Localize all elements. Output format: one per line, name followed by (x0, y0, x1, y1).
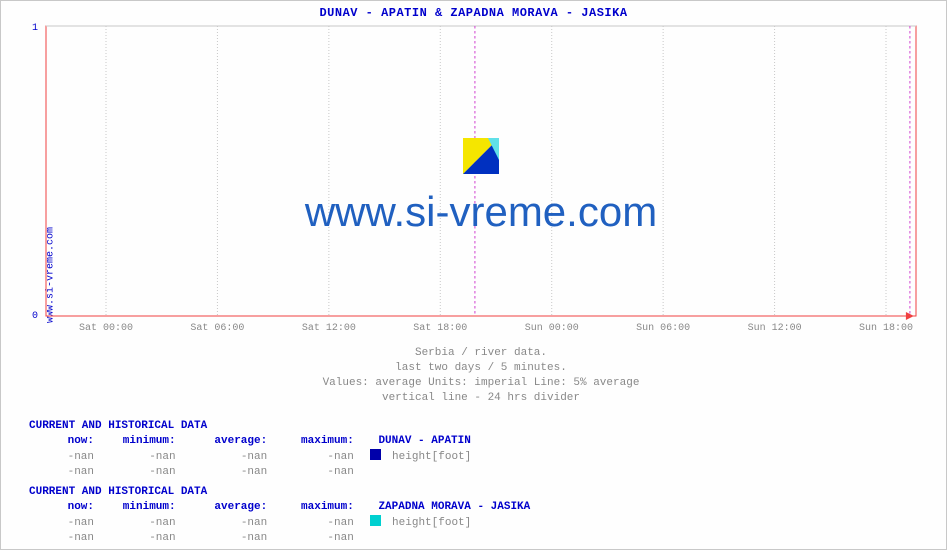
series-swatch-2 (370, 515, 381, 526)
svg-text:Sun 18:00: Sun 18:00 (859, 323, 913, 334)
data-block-2: CURRENT AND HISTORICAL DATA now: minimum… (29, 485, 530, 545)
cell: -nan (101, 516, 176, 531)
metric-label-2: height[foot] (392, 516, 471, 531)
cell: -nan (29, 465, 94, 480)
data-block-1-row-1: -nan -nan -nan -nan (29, 465, 471, 480)
svg-text:0: 0 (32, 311, 38, 322)
caption-line-2: last two days / 5 minutes. (46, 361, 916, 376)
col-avg: average: (182, 500, 267, 515)
data-block-2-title: CURRENT AND HISTORICAL DATA (29, 485, 530, 500)
cell: -nan (182, 516, 267, 531)
data-block-1-header-row: now: minimum: average: maximum: DUNAV - … (29, 434, 471, 449)
col-min: minimum: (101, 500, 176, 515)
svg-text:Sat 06:00: Sat 06:00 (190, 323, 244, 334)
col-now: now: (29, 500, 94, 515)
col-max: maximum: (274, 500, 354, 515)
cell: -nan (274, 465, 354, 480)
data-block-1: CURRENT AND HISTORICAL DATA now: minimum… (29, 419, 471, 479)
col-min: minimum: (101, 434, 176, 449)
svg-text:Sat 00:00: Sat 00:00 (79, 323, 133, 334)
series-swatch-1 (370, 449, 381, 460)
plot-area: 0 1 Sat 00:00Sat 06:00Sat 12:00Sat 18:00… (46, 26, 916, 336)
caption-line-3: Values: average Units: imperial Line: 5%… (46, 376, 916, 391)
col-max: maximum: (274, 434, 354, 449)
chart-caption: Serbia / river data. last two days / 5 m… (46, 346, 916, 405)
metric-label-1: height[foot] (392, 450, 471, 465)
cell: -nan (182, 450, 267, 465)
chart-frame: www.si-vreme.com DUNAV - APATIN & ZAPADN… (0, 0, 947, 550)
data-block-2-header-row: now: minimum: average: maximum: ZAPADNA … (29, 500, 530, 515)
cell: -nan (182, 531, 267, 546)
cell: -nan (29, 450, 94, 465)
cell: -nan (101, 450, 176, 465)
chart-title: DUNAV - APATIN & ZAPADNA MORAVA - JASIKA (1, 6, 946, 20)
svg-text:1: 1 (32, 23, 38, 34)
cell: -nan (182, 465, 267, 480)
watermark-logo (463, 138, 499, 174)
caption-line-1: Serbia / river data. (46, 346, 916, 361)
cell: -nan (29, 531, 94, 546)
cell: -nan (29, 516, 94, 531)
cell: -nan (274, 516, 354, 531)
col-avg: average: (182, 434, 267, 449)
cell: -nan (101, 465, 176, 480)
col-now: now: (29, 434, 94, 449)
caption-line-4: vertical line - 24 hrs divider (46, 391, 916, 406)
data-block-1-title: CURRENT AND HISTORICAL DATA (29, 419, 471, 434)
data-block-2-row-0: -nan -nan -nan -nan height[foot] (29, 515, 530, 531)
svg-text:Sun 06:00: Sun 06:00 (636, 323, 690, 334)
plot-svg: 0 1 Sat 00:00Sat 06:00Sat 12:00Sat 18:00… (46, 26, 916, 336)
station-name-1: DUNAV - APATIN (360, 434, 470, 449)
svg-text:Sun 12:00: Sun 12:00 (748, 323, 802, 334)
station-name-2: ZAPADNA MORAVA - JASIKA (360, 500, 530, 515)
cell: -nan (274, 531, 354, 546)
cell: -nan (101, 531, 176, 546)
svg-text:Sun 00:00: Sun 00:00 (525, 323, 579, 334)
data-block-2-row-1: -nan -nan -nan -nan (29, 531, 530, 546)
svg-text:Sat 12:00: Sat 12:00 (302, 323, 356, 334)
svg-text:Sat 18:00: Sat 18:00 (413, 323, 467, 334)
cell: -nan (274, 450, 354, 465)
data-block-1-row-0: -nan -nan -nan -nan height[foot] (29, 449, 471, 465)
